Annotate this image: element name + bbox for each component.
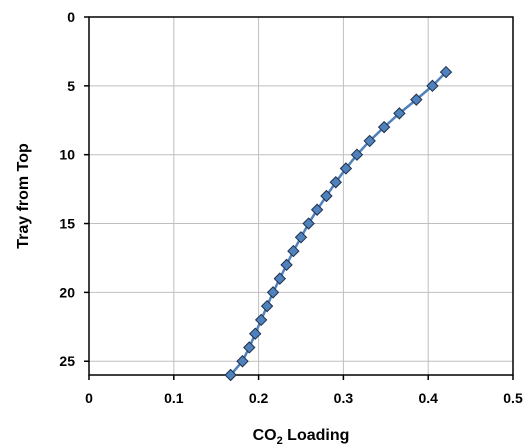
data-point-marker bbox=[254, 313, 268, 327]
data-point-marker bbox=[393, 107, 406, 120]
y-tick-label: 15 bbox=[59, 216, 75, 232]
x-tick-label: 0 bbox=[85, 390, 93, 406]
x-tick-label: 0.4 bbox=[418, 390, 438, 406]
data-point-marker bbox=[310, 203, 324, 216]
data-point-marker bbox=[329, 176, 342, 189]
data-point-marker bbox=[224, 368, 237, 382]
data-point-marker bbox=[294, 231, 308, 244]
x-tick-labels: 0 0.1 0.2 0.3 0.4 0.5 bbox=[85, 375, 523, 406]
y-tick-label: 0 bbox=[67, 9, 75, 25]
y-tick-label: 10 bbox=[59, 147, 75, 163]
plot-frame bbox=[88, 16, 514, 376]
data-point-marker bbox=[426, 79, 439, 93]
data-point-marker bbox=[280, 258, 293, 272]
data-point-marker bbox=[273, 272, 287, 285]
series-group bbox=[224, 65, 453, 382]
data-point-marker bbox=[287, 244, 300, 258]
data-point-marker bbox=[410, 93, 423, 106]
data-point-marker bbox=[302, 217, 315, 230]
x-tick-label: 0.3 bbox=[334, 390, 354, 406]
data-point-marker bbox=[439, 65, 453, 79]
data-point-marker bbox=[243, 341, 256, 354]
x-axis-title-tail: Loading bbox=[283, 427, 350, 444]
x-tick-label: 0.5 bbox=[503, 390, 523, 406]
y-tick-label: 25 bbox=[59, 353, 75, 369]
data-point-marker bbox=[377, 120, 391, 134]
y-tick-labels: 0 5 10 15 20 25 bbox=[59, 9, 89, 369]
x-axis-title-main: CO bbox=[253, 427, 277, 444]
data-point-marker bbox=[266, 286, 280, 299]
data-point-marker bbox=[363, 134, 376, 148]
y-axis-title: Tray from Top bbox=[15, 143, 32, 249]
data-point-marker bbox=[350, 148, 364, 161]
y-tick-label: 5 bbox=[67, 78, 75, 94]
data-point-marker bbox=[260, 299, 274, 313]
x-tick-label: 0.1 bbox=[164, 390, 184, 406]
data-point-marker bbox=[339, 162, 353, 175]
data-point-marker bbox=[236, 355, 249, 368]
data-point-marker bbox=[320, 189, 333, 203]
data-point-marker bbox=[249, 327, 262, 340]
y-tick-label: 20 bbox=[59, 284, 75, 300]
x-axis-title-subscript: 2 bbox=[277, 435, 283, 445]
x-tick-label: 0.2 bbox=[249, 390, 269, 406]
x-axis-title: CO2 Loading bbox=[253, 427, 350, 445]
